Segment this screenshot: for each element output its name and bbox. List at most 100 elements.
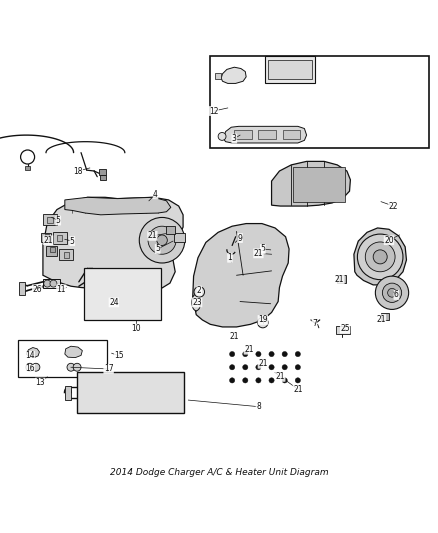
Circle shape (258, 317, 268, 328)
Bar (293, 167, 345, 201)
Text: 19: 19 (258, 316, 268, 325)
Text: 22: 22 (389, 201, 398, 211)
Circle shape (44, 280, 51, 287)
Text: 25: 25 (340, 324, 350, 333)
Circle shape (295, 378, 300, 383)
Bar (100, 174, 106, 180)
Circle shape (282, 378, 287, 383)
Text: 17: 17 (104, 365, 113, 374)
Text: 21: 21 (244, 345, 254, 354)
Text: 2: 2 (197, 286, 201, 295)
Circle shape (373, 250, 387, 264)
Polygon shape (65, 346, 82, 358)
Text: 4: 4 (153, 190, 158, 199)
Circle shape (157, 235, 167, 246)
Text: 18: 18 (73, 166, 83, 175)
Text: 21: 21 (254, 249, 263, 258)
Bar (65, 386, 71, 400)
Circle shape (67, 364, 75, 371)
Text: 12: 12 (209, 107, 219, 116)
Text: 21: 21 (148, 231, 157, 240)
Circle shape (218, 133, 226, 140)
Text: 5: 5 (70, 237, 75, 246)
Text: 6: 6 (394, 290, 399, 300)
Bar (59, 249, 73, 260)
Circle shape (269, 365, 274, 370)
Circle shape (243, 365, 248, 370)
Text: 15: 15 (114, 351, 124, 360)
Circle shape (26, 364, 34, 371)
Text: 10: 10 (131, 324, 141, 333)
Text: 21: 21 (43, 236, 53, 245)
Circle shape (230, 351, 235, 357)
Bar (234, 130, 252, 140)
Bar (43, 279, 60, 288)
Circle shape (139, 217, 185, 263)
Text: 8: 8 (256, 402, 261, 411)
Circle shape (295, 351, 300, 357)
Circle shape (230, 378, 235, 383)
Text: 5: 5 (155, 245, 160, 254)
Text: 3: 3 (232, 134, 237, 143)
Text: 21: 21 (293, 385, 303, 394)
Circle shape (73, 364, 81, 371)
Bar (64, 252, 69, 258)
Bar (283, 130, 300, 140)
Polygon shape (43, 197, 183, 290)
Circle shape (230, 365, 235, 370)
Text: 11: 11 (57, 285, 66, 294)
Text: 21: 21 (376, 314, 386, 324)
Bar (99, 169, 106, 175)
Bar (268, 60, 312, 79)
Circle shape (388, 288, 396, 297)
Text: 21: 21 (258, 359, 268, 368)
Text: 7: 7 (312, 319, 317, 328)
Polygon shape (272, 161, 350, 206)
Bar (57, 235, 62, 241)
Bar (53, 232, 67, 244)
Polygon shape (223, 126, 307, 143)
Circle shape (256, 365, 261, 370)
Circle shape (382, 283, 402, 302)
Text: 20: 20 (384, 236, 394, 245)
Circle shape (243, 351, 248, 357)
Bar (215, 73, 221, 79)
Polygon shape (26, 348, 39, 358)
Ellipse shape (192, 294, 201, 311)
Circle shape (269, 351, 274, 357)
Text: 21: 21 (230, 332, 239, 341)
Bar (381, 313, 389, 320)
Bar (337, 275, 346, 283)
Bar (258, 130, 276, 140)
Text: 21: 21 (335, 275, 344, 284)
Circle shape (375, 276, 409, 310)
Text: 2014 Dodge Charger A/C & Heater Unit Diagram: 2014 Dodge Charger A/C & Heater Unit Dia… (110, 468, 328, 477)
Text: 5: 5 (260, 245, 265, 254)
Polygon shape (193, 223, 289, 327)
Bar (43, 214, 57, 225)
Polygon shape (221, 67, 246, 84)
Text: 5: 5 (56, 216, 61, 225)
Bar (46, 246, 57, 255)
Circle shape (282, 365, 287, 370)
Text: 1: 1 (228, 253, 232, 262)
Bar (210, 56, 429, 148)
Text: 21: 21 (276, 373, 285, 382)
Text: 14: 14 (25, 351, 35, 360)
Bar (18, 340, 107, 377)
Bar (166, 226, 175, 233)
Bar (45, 233, 49, 239)
Bar (50, 247, 55, 252)
Circle shape (269, 378, 274, 383)
Text: 24: 24 (109, 298, 119, 307)
Bar (47, 216, 53, 223)
Circle shape (282, 351, 287, 357)
Circle shape (295, 365, 300, 370)
Polygon shape (354, 228, 406, 285)
Text: 16: 16 (25, 365, 35, 374)
Bar (77, 372, 184, 413)
Bar (41, 233, 51, 243)
Polygon shape (65, 197, 171, 215)
Text: 9: 9 (237, 233, 243, 243)
Circle shape (148, 226, 176, 254)
